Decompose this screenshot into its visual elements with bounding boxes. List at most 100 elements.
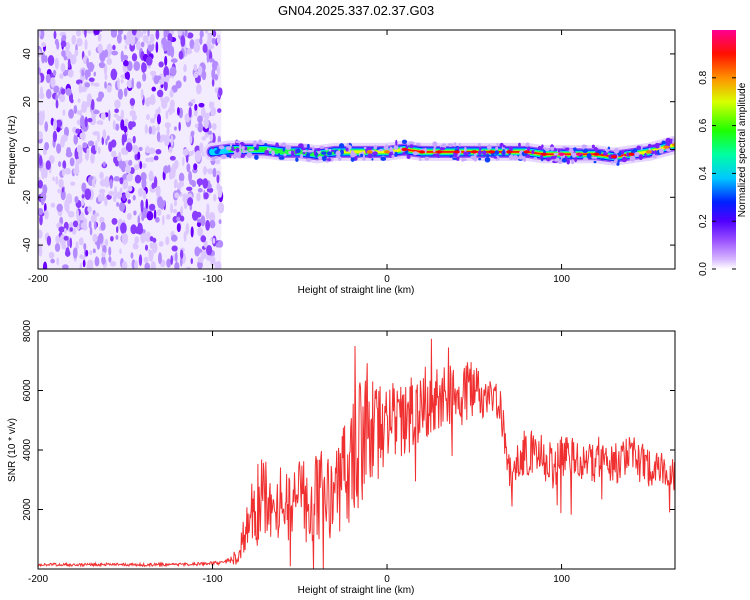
noise-blob — [155, 41, 159, 53]
noise-blob — [187, 197, 194, 206]
trace-speckle — [523, 157, 527, 162]
trace-speckle — [574, 156, 578, 163]
trace-speckle — [235, 147, 240, 153]
noise-blob — [146, 114, 150, 121]
snr-ylabel: SNR (10 * v/v) — [7, 418, 18, 482]
trace-speckle — [439, 146, 446, 151]
noise-blob — [208, 101, 213, 109]
noise-blob — [111, 217, 118, 225]
spectrogram-xtick-label: 0 — [384, 274, 390, 285]
noise-blob — [44, 210, 49, 220]
noise-blob — [78, 237, 84, 246]
noise-blob — [84, 30, 87, 38]
noise-blob — [147, 30, 150, 37]
noise-blob — [170, 255, 173, 265]
trace-speckle — [640, 144, 643, 151]
trace-speckle — [462, 158, 467, 162]
noise-blob — [50, 258, 56, 264]
trace-speckle — [339, 149, 344, 155]
trace-speckle — [391, 154, 395, 159]
noise-blob — [97, 146, 101, 155]
trace-speckle — [477, 150, 482, 156]
noise-blob — [203, 112, 210, 120]
noise-blob — [81, 101, 88, 113]
trace-speckle — [449, 154, 454, 158]
noise-blob — [61, 187, 65, 193]
noise-blob — [140, 172, 147, 182]
noise-blob — [203, 168, 208, 173]
trace-speckle — [571, 159, 575, 165]
noise-blob — [189, 39, 195, 50]
noise-blob — [128, 121, 134, 131]
noise-blob — [74, 196, 79, 204]
noise-blob — [93, 30, 100, 36]
noise-blob — [105, 138, 108, 146]
noise-blob — [64, 250, 71, 257]
noise-blob — [99, 120, 104, 126]
noise-blob — [149, 33, 155, 44]
noise-blob — [69, 157, 75, 167]
trace-speckle — [636, 145, 642, 150]
noise-blob — [178, 180, 185, 188]
noise-blob — [38, 179, 43, 189]
noise-blob — [163, 79, 168, 91]
noise-blob — [110, 139, 117, 148]
signal-trace-peak — [628, 152, 635, 156]
trace-speckle — [621, 159, 626, 162]
noise-blob — [93, 71, 96, 77]
noise-blob — [112, 119, 116, 130]
noise-blob — [155, 109, 160, 116]
trace-speckle — [496, 142, 499, 146]
noise-blob — [144, 262, 151, 269]
trace-speckle — [546, 157, 551, 162]
noise-blob — [87, 50, 91, 57]
noise-blob — [208, 58, 215, 63]
trace-speckle — [302, 149, 308, 153]
signal-trace-peak — [523, 150, 530, 154]
noise-blob — [193, 73, 199, 79]
trace-speckle — [322, 155, 327, 162]
noise-blob — [151, 86, 157, 92]
trace-speckle — [477, 142, 481, 147]
noise-blob — [132, 194, 136, 201]
noise-blob — [108, 109, 111, 122]
noise-blob — [183, 75, 187, 82]
noise-blob — [104, 196, 108, 207]
trace-speckle — [360, 153, 364, 158]
noise-blob — [60, 62, 66, 73]
noise-blob — [108, 246, 112, 256]
noise-blob — [58, 226, 65, 233]
noise-blob — [98, 61, 106, 69]
noise-blob — [210, 255, 216, 267]
trace-speckle — [495, 146, 499, 151]
trace-speckle — [243, 150, 249, 153]
noise-blob — [214, 87, 219, 94]
noise-blob — [142, 34, 149, 43]
trace-speckle — [256, 144, 259, 149]
noise-blob — [125, 150, 129, 155]
noise-blob — [70, 98, 74, 104]
noise-blob — [87, 259, 92, 269]
noise-blob — [72, 247, 78, 259]
trace-speckle — [419, 157, 422, 161]
noise-blob — [78, 148, 83, 160]
trace-speckle — [478, 157, 482, 161]
noise-blob — [194, 123, 199, 128]
noise-blob — [132, 242, 138, 250]
trace-speckle — [562, 146, 567, 149]
noise-blob — [140, 41, 145, 48]
noise-blob — [85, 69, 89, 81]
noise-blob — [212, 237, 216, 244]
noise-blob — [172, 163, 178, 171]
noise-blob — [197, 65, 203, 76]
noise-blob — [68, 108, 74, 119]
trace-speckle — [376, 147, 381, 151]
noise-blob — [211, 68, 216, 80]
trace-speckle — [291, 153, 295, 157]
noise-blob — [106, 135, 110, 141]
trace-speckle — [432, 141, 438, 147]
noise-blob — [71, 34, 77, 45]
trace-speckle — [324, 148, 329, 151]
noise-blob — [177, 30, 183, 36]
